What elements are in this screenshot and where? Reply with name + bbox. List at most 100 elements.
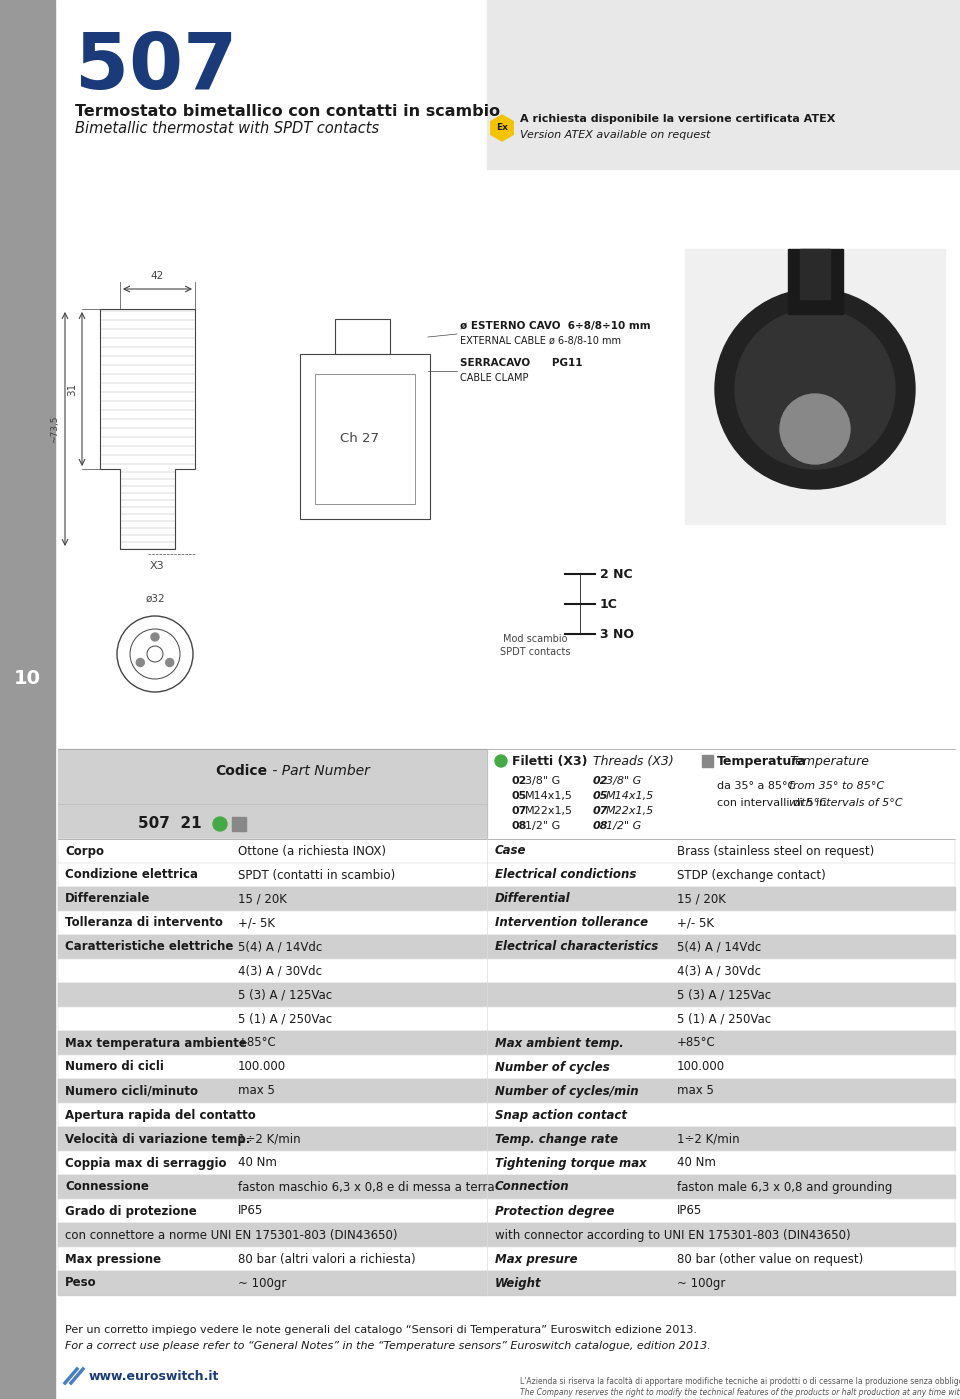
Text: Temperatura: Temperatura xyxy=(717,754,806,768)
Text: Differenziale: Differenziale xyxy=(65,893,151,905)
Text: 3/8" G: 3/8" G xyxy=(606,776,641,786)
Bar xyxy=(487,887,955,911)
Bar xyxy=(335,319,390,354)
Text: Intervention tollerance: Intervention tollerance xyxy=(495,916,648,929)
Text: IP65: IP65 xyxy=(238,1205,263,1217)
Text: Ch 27: Ch 27 xyxy=(341,432,379,445)
Text: 42: 42 xyxy=(151,271,163,281)
Text: Case: Case xyxy=(495,845,526,858)
Text: Connection: Connection xyxy=(495,1181,569,1193)
Text: Temp. change rate: Temp. change rate xyxy=(495,1133,618,1146)
Bar xyxy=(800,249,830,299)
Text: For a correct use please refer to “General Notes” in the “Temperature sensors” E: For a correct use please refer to “Gener… xyxy=(65,1342,710,1351)
Text: Differential: Differential xyxy=(495,893,570,905)
Bar xyxy=(58,1151,487,1175)
Text: Number of cycles/min: Number of cycles/min xyxy=(495,1084,638,1097)
Text: 1÷2 K/min: 1÷2 K/min xyxy=(238,1133,300,1146)
Text: ~ 100gr: ~ 100gr xyxy=(677,1276,726,1290)
Bar xyxy=(58,1079,487,1102)
Text: 1/2" G: 1/2" G xyxy=(606,821,641,831)
Text: 80 bar (other value on request): 80 bar (other value on request) xyxy=(677,1252,863,1266)
Text: 80 bar (altri valori a richiesta): 80 bar (altri valori a richiesta) xyxy=(238,1252,416,1266)
Text: +85°C: +85°C xyxy=(677,1037,716,1049)
Text: Bimetallic thermostat with SPDT contacts: Bimetallic thermostat with SPDT contacts xyxy=(75,120,379,136)
Text: www.euroswitch.it: www.euroswitch.it xyxy=(89,1370,220,1382)
Bar xyxy=(58,1128,487,1151)
Bar xyxy=(487,1272,955,1295)
Text: Max temperatura ambiente: Max temperatura ambiente xyxy=(65,1037,247,1049)
Bar xyxy=(58,748,487,839)
Text: 2 NC: 2 NC xyxy=(600,568,633,581)
Text: Caratteristiche elettriche: Caratteristiche elettriche xyxy=(65,940,233,954)
Text: 3 NO: 3 NO xyxy=(600,628,634,641)
Text: L'Azienda si riserva la facoltà di apportare modifiche tecniche ai prodotti o di: L'Azienda si riserva la facoltà di appor… xyxy=(520,1377,960,1386)
Circle shape xyxy=(780,395,850,464)
Text: M22x1,5: M22x1,5 xyxy=(606,806,655,816)
Text: Temperature: Temperature xyxy=(789,754,869,768)
Text: Grado di protezione: Grado di protezione xyxy=(65,1205,197,1217)
Text: con intervalli di 5°C: con intervalli di 5°C xyxy=(717,797,827,809)
Circle shape xyxy=(166,659,174,666)
Text: EXTERNAL CABLE ø 6-8/8-10 mm: EXTERNAL CABLE ø 6-8/8-10 mm xyxy=(460,336,621,346)
Bar xyxy=(487,863,955,887)
Bar xyxy=(487,1151,955,1175)
Text: 1÷2 K/min: 1÷2 K/min xyxy=(677,1133,739,1146)
Bar xyxy=(58,958,487,983)
Text: - Part Number: - Part Number xyxy=(268,764,370,778)
Text: 5 (1) A / 250Vac: 5 (1) A / 250Vac xyxy=(238,1013,332,1025)
Bar xyxy=(487,983,955,1007)
Bar xyxy=(0,0,55,1399)
Text: Electrical condictions: Electrical condictions xyxy=(495,869,636,881)
Text: Tightening torque max: Tightening torque max xyxy=(495,1157,647,1170)
Bar xyxy=(487,958,955,983)
Text: 40 Nm: 40 Nm xyxy=(677,1157,716,1170)
Bar xyxy=(232,817,246,831)
Text: 4(3) A / 30Vdc: 4(3) A / 30Vdc xyxy=(238,964,322,978)
Text: 02: 02 xyxy=(512,776,527,786)
Text: Connessione: Connessione xyxy=(65,1181,149,1193)
Text: +85°C: +85°C xyxy=(238,1037,276,1049)
Bar xyxy=(58,1175,487,1199)
Text: 5 (3) A / 125Vac: 5 (3) A / 125Vac xyxy=(238,989,332,1002)
Text: 15 / 20K: 15 / 20K xyxy=(677,893,726,905)
Bar xyxy=(487,1175,955,1199)
Text: Numero di cicli: Numero di cicli xyxy=(65,1060,164,1073)
Bar xyxy=(487,0,960,169)
Text: 10: 10 xyxy=(13,670,40,688)
Bar xyxy=(58,935,487,958)
Text: 07: 07 xyxy=(512,806,527,816)
Text: 5(4) A / 14Vdc: 5(4) A / 14Vdc xyxy=(677,940,761,954)
Bar xyxy=(788,249,843,313)
Circle shape xyxy=(151,632,159,641)
Bar xyxy=(487,1247,955,1272)
Text: The Company reserves the right to modify the technical features of the products : The Company reserves the right to modify… xyxy=(520,1388,960,1398)
Bar xyxy=(58,839,487,863)
Text: 07: 07 xyxy=(593,806,609,816)
Text: max 5: max 5 xyxy=(677,1084,714,1097)
Text: Ottone (a richiesta INOX): Ottone (a richiesta INOX) xyxy=(238,845,386,858)
Text: 02: 02 xyxy=(593,776,609,786)
Text: 40 Nm: 40 Nm xyxy=(238,1157,276,1170)
Bar xyxy=(58,983,487,1007)
Bar xyxy=(58,1055,487,1079)
Text: M14x1,5: M14x1,5 xyxy=(606,790,655,802)
Text: Threads (X3): Threads (X3) xyxy=(593,754,674,768)
Text: STDP (exchange contact): STDP (exchange contact) xyxy=(677,869,826,881)
Text: ø ESTERNO CAVO  6÷8/8÷10 mm: ø ESTERNO CAVO 6÷8/8÷10 mm xyxy=(460,320,651,332)
Text: Apertura rapida del contatto: Apertura rapida del contatto xyxy=(65,1108,255,1122)
Text: Termostato bimetallico con contatti in scambio: Termostato bimetallico con contatti in s… xyxy=(75,104,500,119)
Bar xyxy=(300,354,430,519)
Bar xyxy=(487,1007,955,1031)
Text: 100.000: 100.000 xyxy=(677,1060,725,1073)
Bar xyxy=(487,1223,955,1247)
Bar xyxy=(58,1199,487,1223)
Bar xyxy=(58,1007,487,1031)
Text: 05: 05 xyxy=(512,790,527,802)
Text: Snap action contact: Snap action contact xyxy=(495,1108,627,1122)
Bar xyxy=(58,1223,487,1247)
Bar xyxy=(58,1031,487,1055)
Bar xyxy=(487,935,955,958)
Text: Coppia max di serraggio: Coppia max di serraggio xyxy=(65,1157,227,1170)
Bar xyxy=(315,374,415,504)
Text: A richiesta disponibile la versione certificata ATEX: A richiesta disponibile la versione cert… xyxy=(520,113,835,125)
